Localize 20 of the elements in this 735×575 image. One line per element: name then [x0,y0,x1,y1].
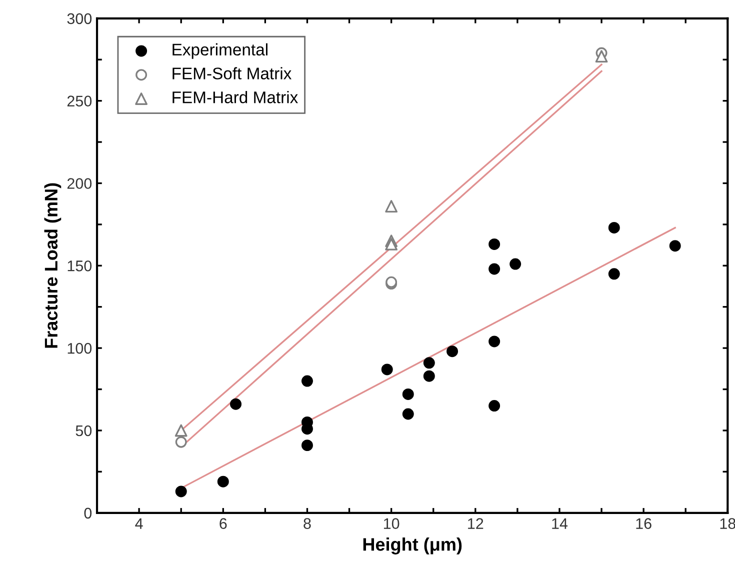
y-tick-label: 100 [68,342,92,354]
legend-label: FEM-Hard Matrix [172,91,298,104]
y-tick-label: 200 [67,178,92,189]
y-tick-label: 50 [76,425,92,436]
y-axis-title: Fracture Load (mN) [44,183,62,348]
x-tick-label: 6 [220,518,227,529]
x-tick-label: 18 [720,518,735,529]
x-tick-label: 8 [304,518,311,529]
x-tick-label: 10 [384,518,400,529]
y-tick-label: 300 [67,13,92,24]
x-tick-label: 14 [552,518,568,529]
x-axis-title: Height (μm) [363,538,462,554]
legend-label: Experimental [172,43,268,59]
x-tick-label: 16 [636,518,652,529]
y-tick-label: 0 [84,508,92,519]
y-tick-label: 250 [67,96,92,107]
y-tick-label: 150 [68,260,92,272]
x-tick-label: 12 [468,518,484,529]
legend-label: FEM-Soft Matrix [172,67,292,80]
x-tick-label: 4 [135,518,143,529]
